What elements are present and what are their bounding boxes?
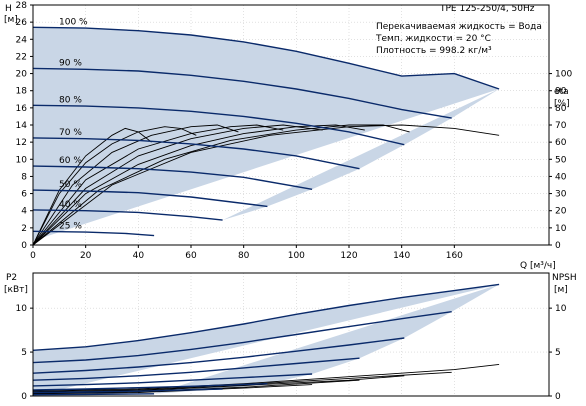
flow-axis-label: Q [м³/ч] bbox=[520, 261, 556, 271]
head-xtick-label: 140 bbox=[393, 251, 410, 261]
power-operating-area bbox=[33, 284, 500, 396]
head-curve bbox=[32, 104, 405, 146]
power-plot-frame bbox=[32, 272, 550, 397]
power-curve bbox=[32, 337, 405, 374]
head-curve bbox=[32, 189, 268, 208]
head-curve bbox=[32, 230, 155, 237]
head-curve bbox=[32, 26, 500, 90]
fluid-label: Перекачиваемая жидкость = Вода bbox=[376, 22, 542, 32]
density-label: Плотность = 998.2 кг/м³ bbox=[376, 46, 492, 56]
head-curve-label: 50 % bbox=[59, 180, 82, 190]
power-curve bbox=[32, 388, 223, 394]
efficiency-curve bbox=[32, 126, 197, 246]
head-ytick-label: 12 bbox=[16, 138, 27, 148]
efficiency-curve bbox=[32, 124, 500, 246]
power-unit-label: [кВт] bbox=[4, 285, 28, 295]
eta-tick-label: 40 bbox=[555, 172, 567, 182]
efficiency-curve bbox=[32, 124, 323, 246]
efficiency-curve bbox=[32, 124, 410, 246]
efficiency-curve bbox=[32, 124, 239, 246]
head-unit-label: [м] bbox=[4, 15, 18, 25]
power-curve bbox=[32, 373, 313, 387]
head-xtick-label: 160 bbox=[446, 251, 463, 261]
power-curve bbox=[32, 283, 500, 351]
eta-tick-label: 20 bbox=[555, 207, 567, 217]
power-curve bbox=[32, 383, 268, 391]
power-ytick-label: 5 bbox=[21, 348, 27, 358]
head-ytick-label: 10 bbox=[16, 155, 28, 165]
head-ytick-label: 20 bbox=[16, 70, 28, 80]
eta-unit-label: [%] bbox=[554, 99, 570, 109]
power-chart: P2 [кВт] NPSH [м] 0 5 10 0 5 10 bbox=[4, 272, 577, 402]
eta-tick-label: 100 bbox=[555, 70, 572, 80]
head-xtick-label: 0 bbox=[30, 251, 36, 261]
chart-header: TPE 125-250/4, 50Hz Перекачиваемая жидко… bbox=[375, 4, 542, 56]
head-chart: H [м] eta [%] Q [м³/ч] 100 % 90 % 80 % 70 %… bbox=[4, 1, 572, 271]
npsh-axis-label: NPSH bbox=[552, 273, 577, 283]
npsh-tick-label: 5 bbox=[555, 348, 561, 358]
head-xtick-label: 100 bbox=[288, 251, 305, 261]
power-curve bbox=[32, 357, 360, 381]
head-xtick-label: 20 bbox=[80, 251, 92, 261]
head-ytick-label: 24 bbox=[16, 35, 28, 45]
power-ytick-label: 10 bbox=[16, 304, 28, 314]
head-ytick-label: 16 bbox=[16, 104, 28, 114]
head-ytick-label: 0 bbox=[21, 241, 27, 251]
eta-tick-label: 30 bbox=[555, 190, 567, 200]
npsh-curve bbox=[32, 363, 500, 392]
head-ytick-label: 8 bbox=[21, 172, 27, 182]
head-ytick-label: 4 bbox=[21, 207, 27, 217]
head-xtick-label: 40 bbox=[133, 251, 145, 261]
npsh-tick-label: 10 bbox=[555, 304, 567, 314]
head-curve-label: 40 % bbox=[59, 200, 82, 210]
head-curve-label: 100 % bbox=[59, 17, 88, 27]
head-curve bbox=[32, 67, 452, 119]
head-ytick-label: 18 bbox=[16, 87, 28, 97]
model-label: TPE 125-250/4, 50Hz bbox=[439, 4, 535, 14]
efficiency-curve bbox=[32, 124, 365, 246]
eta-tick-label: 50 bbox=[555, 155, 567, 165]
head-xtick-label: 60 bbox=[185, 251, 197, 261]
head-curve bbox=[32, 137, 360, 170]
npsh-tick-label: 0 bbox=[555, 392, 561, 402]
power-ytick-label: 0 bbox=[21, 392, 27, 402]
head-ytick-label: 28 bbox=[16, 1, 28, 11]
eta-tick-label: 70 bbox=[555, 121, 567, 131]
head-curve-label: 60 % bbox=[59, 156, 82, 166]
eta-tick-label: 60 bbox=[555, 138, 567, 148]
head-curve-label: 90 % bbox=[59, 58, 82, 68]
head-ytick-label: 2 bbox=[21, 224, 27, 234]
head-operating-area bbox=[33, 27, 500, 241]
head-curve bbox=[32, 165, 313, 190]
eta-tick-label: 10 bbox=[555, 224, 567, 234]
head-xtick-label: 80 bbox=[238, 251, 250, 261]
power-axis-label: P2 bbox=[6, 273, 17, 283]
head-axis-label: H bbox=[5, 4, 12, 14]
npsh-unit-label: [м] bbox=[554, 285, 568, 295]
eta-tick-label: 80 bbox=[555, 104, 567, 114]
eta-tick-label: 0 bbox=[555, 241, 561, 251]
head-ytick-label: 6 bbox=[21, 190, 27, 200]
head-ytick-label: 26 bbox=[16, 18, 28, 28]
head-curve bbox=[32, 209, 223, 221]
head-plot-frame bbox=[32, 4, 550, 246]
eta-tick-label: 90 bbox=[555, 87, 567, 97]
efficiency-curve bbox=[32, 124, 284, 246]
head-xtick-label: 120 bbox=[340, 251, 357, 261]
power-curve bbox=[32, 393, 155, 396]
head-curve-label: 70 % bbox=[59, 128, 82, 138]
head-curve-label: 80 % bbox=[59, 95, 82, 105]
eta-axis-label: eta bbox=[554, 87, 569, 97]
head-ytick-label: 22 bbox=[16, 52, 27, 62]
head-ytick-label: 14 bbox=[16, 121, 28, 131]
head-curve-label: 25 % bbox=[59, 221, 82, 231]
power-curve bbox=[32, 311, 452, 364]
